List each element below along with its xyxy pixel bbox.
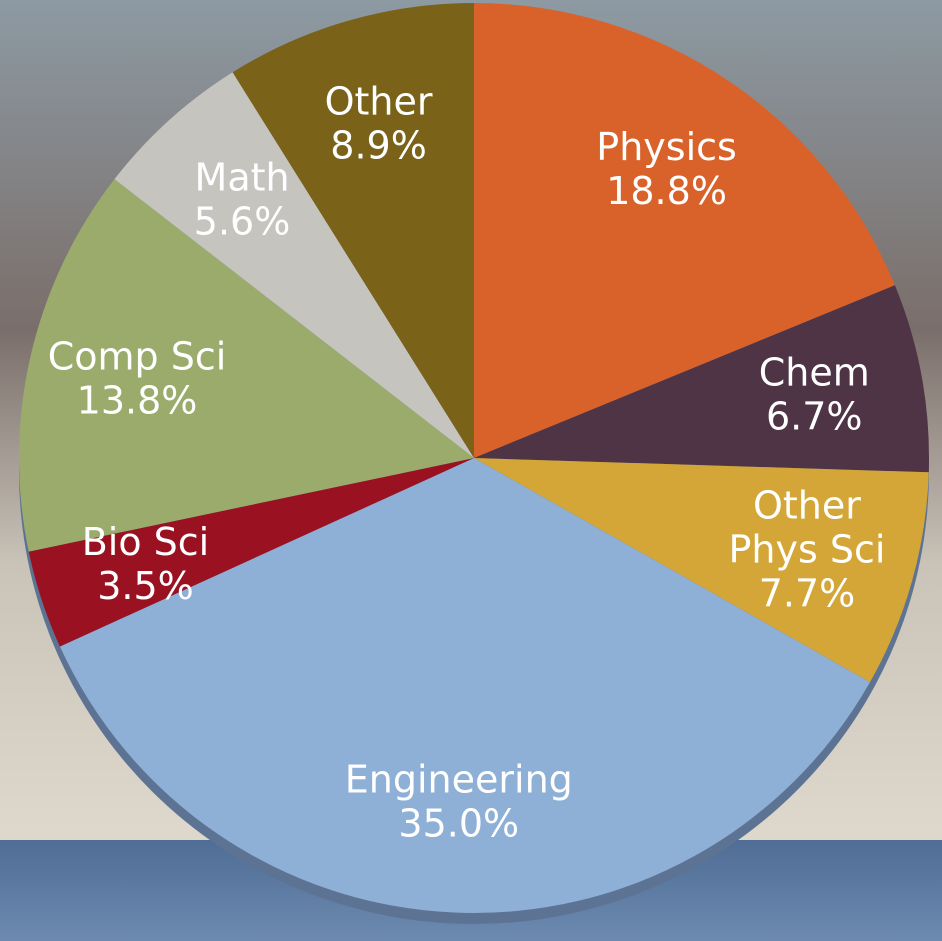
slice-label: Chem 6.7% xyxy=(759,350,870,438)
slice-label: Physics 18.8% xyxy=(596,124,737,212)
slice-value: 35.0% xyxy=(398,801,519,845)
slice-value: 5.6% xyxy=(194,199,291,243)
pie-slice xyxy=(232,3,474,458)
slice-name: Physics xyxy=(596,124,737,168)
slice-name: Other xyxy=(325,79,433,123)
slice-name: Other xyxy=(753,483,861,527)
slice-value: 13.8% xyxy=(77,378,198,422)
slice-value: 3.5% xyxy=(97,563,194,607)
slice-name: Bio Sci xyxy=(82,519,210,563)
slice-name: Phys Sci xyxy=(728,527,885,571)
slice-name: Math xyxy=(195,155,290,199)
slice-value: 8.9% xyxy=(330,123,427,167)
pie-slice xyxy=(474,458,929,683)
slice-label: Math 5.6% xyxy=(194,155,291,243)
pie-slice xyxy=(474,3,895,458)
pie-slice xyxy=(114,72,475,458)
pie-slice xyxy=(28,458,474,647)
slice-value: 6.7% xyxy=(766,394,863,438)
slice-name: Comp Sci xyxy=(48,334,227,378)
slice-label: Other Phys Sci 7.7% xyxy=(728,483,885,615)
slice-label: Comp Sci 13.8% xyxy=(48,334,227,422)
pie-slice xyxy=(474,285,930,473)
slice-label: Bio Sci 3.5% xyxy=(82,519,210,607)
slice-label: Other 8.9% xyxy=(325,79,433,167)
pie-slice xyxy=(59,458,870,914)
slice-name: Engineering xyxy=(345,757,573,801)
slice-value: 18.8% xyxy=(606,168,727,212)
slice-name: Chem xyxy=(759,350,870,394)
pie: Physics 18.8%Chem 6.7%Other Phys Sci 7.7%Eng… xyxy=(18,3,930,914)
slice-value: 7.7% xyxy=(759,571,856,615)
slice-label: Engineering 35.0% xyxy=(345,757,573,845)
pie-slice xyxy=(18,179,474,552)
